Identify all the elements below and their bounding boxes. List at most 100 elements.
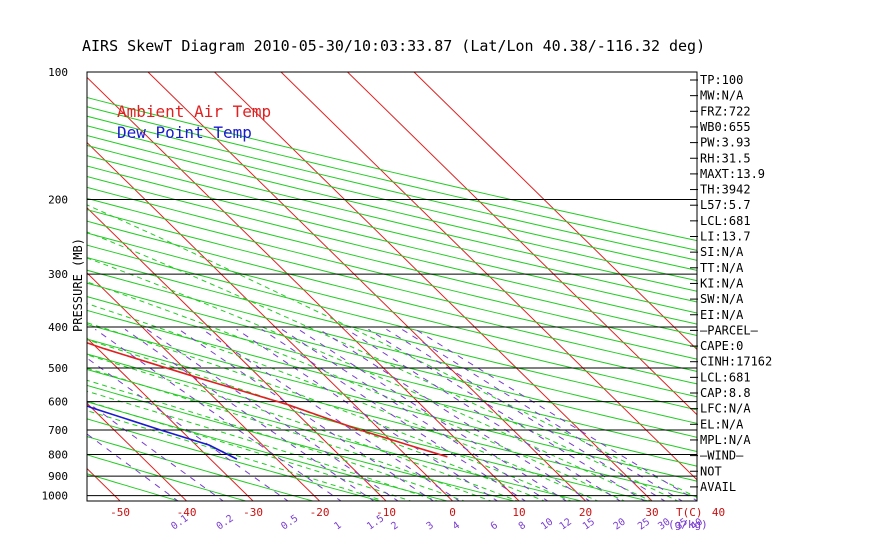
stability-index: LCL:681 [700, 214, 751, 228]
mixing-ratio-line [415, 328, 697, 501]
dry-adiabat-line [87, 176, 697, 325]
dry-adiabat-line [87, 144, 697, 292]
mixing-ratio-tick-label: 0.5 [279, 513, 300, 532]
isotherm-line [280, 72, 697, 481]
moist-adiabat-line [87, 379, 466, 501]
mixing-ratio-line [236, 328, 499, 501]
pressure-tick-label: 600 [48, 396, 68, 409]
bottom-temperature-tick-labels: -50 -40 -30 -20 -10 0 10 20 30 40 [110, 506, 725, 519]
dry-adiabat-line [87, 186, 697, 337]
mixing-ratio-line [202, 328, 461, 501]
mixing-ratio-tick-label: 3 [425, 520, 436, 532]
stability-index: LI:13.7 [700, 230, 751, 244]
stability-index: MPL:N/A [700, 433, 751, 447]
stability-index: NOT [700, 464, 722, 478]
dry-adiabat-line [87, 309, 697, 467]
moist-adiabat-line [87, 231, 679, 501]
bottom-temp-tick-label: 10 [512, 506, 525, 519]
dry-adiabat-line [87, 323, 697, 482]
dew-point-temp-line [87, 404, 238, 460]
bottom-temp-tick-label: -50 [110, 506, 130, 519]
chart-title: AIRS SkewT Diagram 2010-05-30/10:03:33.8… [82, 37, 705, 55]
stability-index: TH:3942 [700, 183, 751, 197]
dry-adiabat-line [87, 401, 449, 501]
dry-adiabat-line [87, 418, 382, 501]
moist-adiabat-line [87, 322, 573, 501]
isotherm-line [214, 72, 653, 501]
dry-adiabat-line [87, 256, 697, 411]
stability-index: SW:N/A [700, 292, 744, 306]
dry-adiabat-line [87, 125, 697, 271]
mixing-ratio-line [401, 328, 684, 501]
stability-index: LFC:N/A [700, 402, 751, 416]
bottom-temp-tick-label: 0 [449, 506, 456, 519]
moist-adiabat-line [87, 339, 546, 501]
chart-grid [0, 72, 697, 502]
pressure-tick-label: 300 [48, 268, 68, 281]
pressure-tick-label: 200 [48, 194, 68, 207]
moist-adiabat-line [87, 204, 697, 498]
dry-adiabat-line [87, 244, 697, 398]
dry-adiabat-line [87, 165, 697, 314]
bottom-temp-tick-label: -20 [310, 506, 330, 519]
stability-index: CAPE:0 [700, 339, 743, 353]
dry-adiabat-line [87, 197, 697, 348]
mixing-ratio-line [346, 328, 622, 501]
moist-adiabat-line [87, 410, 386, 501]
dry-adiabat-line [87, 353, 651, 501]
dry-adiabat-line [87, 115, 697, 261]
mixing-unit-label: (g/kg) [668, 518, 708, 531]
isotherm-line [347, 72, 697, 416]
dry-adiabat-line [87, 209, 697, 360]
moist-adiabat-line [87, 354, 520, 501]
stability-index: —PARCEL— [700, 323, 759, 337]
isotherm-line [413, 72, 697, 351]
bottom-temp-tick-label: -10 [376, 506, 396, 519]
stability-index: CAP:8.8 [700, 386, 751, 400]
bottom-temp-tick-label: -30 [243, 506, 263, 519]
stability-index: MW:N/A [700, 89, 744, 103]
dry-adiabat-line [87, 368, 584, 501]
mixing-ratio-tick-label: 10 [539, 517, 555, 533]
stability-index: —WIND— [700, 449, 744, 463]
mixing-ratio-line [261, 328, 527, 501]
mixing-ratio-tick-label: 0.2 [215, 513, 236, 532]
stability-index: WB0:655 [700, 120, 751, 134]
ambient-air-temp-line [87, 341, 448, 458]
stability-index: EI:N/A [700, 308, 744, 322]
stability-index: PW:3.93 [700, 136, 751, 150]
stability-index: TT:N/A [700, 261, 744, 275]
dry-adiabat-line [87, 282, 697, 438]
pressure-tick-labels: 100 200 300 400 500 600 700 800 900 1000 [42, 66, 69, 503]
moist-adiabat-line [87, 367, 493, 501]
mixing-ratio-line [281, 328, 549, 501]
temp-unit-label: T(C) [676, 506, 703, 519]
sounding-curves [87, 341, 448, 460]
dry-adiabat-line [87, 454, 248, 501]
dry-adiabat-line [87, 436, 315, 501]
stability-index: MAXT:13.9 [700, 167, 765, 181]
mixing-ratio-line [87, 433, 179, 501]
moist-adiabat-line [87, 281, 626, 501]
mixing-ratio-line [124, 328, 375, 501]
isobar-lines [87, 71, 697, 497]
bottom-temp-tick-label: 30 [645, 506, 658, 519]
mixing-ratio-line [146, 328, 399, 501]
dry-adiabat-line [87, 232, 697, 385]
bottom-temp-tick-label: 20 [579, 506, 592, 519]
mixing-ratio-tick-label: 4 [451, 520, 462, 532]
dry-adiabat-line [87, 269, 697, 424]
isotherm-line [87, 467, 121, 501]
legend-ambient-air-temp: Ambient Air Temp [117, 102, 271, 121]
pressure-tick-label: 500 [48, 362, 68, 375]
pressure-tick-label: 1000 [42, 490, 69, 503]
pressure-tick-label: 100 [48, 66, 68, 79]
mixing-ratio-line [87, 401, 225, 501]
isotherm-line [0, 72, 55, 502]
dry-adiabat-line [87, 384, 516, 501]
stability-index: RH:31.5 [700, 151, 751, 165]
mixing-ratio-line [368, 328, 646, 501]
stability-index: EL:N/A [700, 417, 744, 431]
